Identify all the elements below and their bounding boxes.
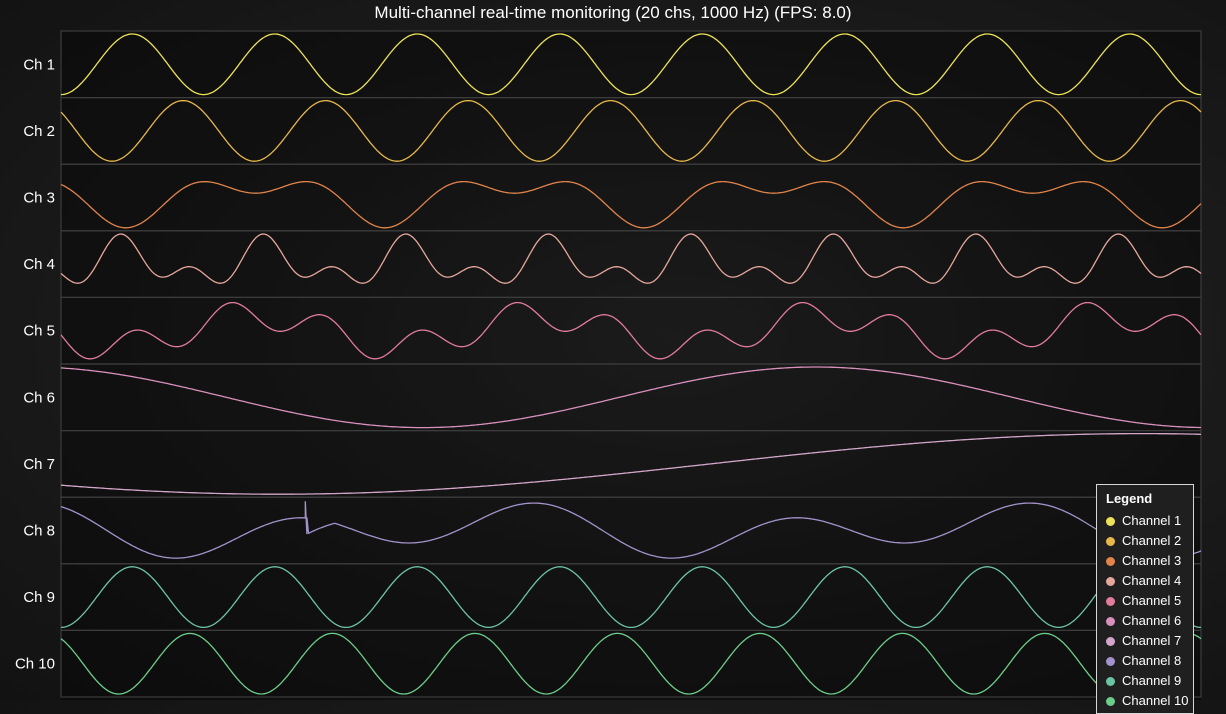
legend-label-3: Channel 3 bbox=[1122, 553, 1182, 568]
legend-label-2: Channel 2 bbox=[1122, 533, 1182, 548]
series-line-ch10 bbox=[60, 632, 1202, 695]
series-line-ch3 bbox=[60, 180, 1202, 229]
legend-item-channel-9: Channel 9 bbox=[1097, 671, 1193, 691]
series-line-ch8 bbox=[60, 501, 1202, 559]
legend-swatch-7 bbox=[1106, 636, 1115, 646]
legend-label-1: Channel 1 bbox=[1122, 513, 1182, 528]
legend-label-9: Channel 9 bbox=[1122, 673, 1182, 688]
legend-swatch-1 bbox=[1106, 516, 1115, 526]
legend-label-8: Channel 8 bbox=[1122, 653, 1182, 668]
channel-label-5: Ch 5 bbox=[23, 323, 55, 340]
series-line-ch6 bbox=[60, 366, 1201, 429]
series-line-ch9 bbox=[60, 566, 1202, 629]
legend-swatch-2 bbox=[1106, 536, 1115, 546]
legend-item-channel-3: Channel 3 bbox=[1097, 551, 1193, 571]
legend-item-channel-6: Channel 6 bbox=[1097, 611, 1193, 631]
legend-item-channel-8: Channel 8 bbox=[1097, 651, 1193, 671]
legend-label-6: Channel 6 bbox=[1122, 613, 1182, 628]
legend-swatch-9 bbox=[1106, 676, 1115, 686]
legend-swatch-5 bbox=[1106, 596, 1115, 606]
legend-title: Legend bbox=[1106, 491, 1153, 506]
channel-label-10: Ch 10 bbox=[15, 656, 55, 673]
chart-title: Multi-channel real-time monitoring (20 c… bbox=[374, 3, 852, 22]
legend-label-5: Channel 5 bbox=[1122, 593, 1182, 608]
legend-item-channel-4: Channel 4 bbox=[1097, 571, 1193, 591]
channel-label-7: Ch 7 bbox=[23, 456, 55, 473]
channel-label-8: Ch 8 bbox=[23, 523, 55, 540]
legend-label-10: Channel 10 bbox=[1122, 693, 1189, 708]
legend-item-channel-1: Channel 1 bbox=[1097, 511, 1193, 531]
legend-swatch-4 bbox=[1106, 576, 1115, 586]
legend-swatch-3 bbox=[1106, 556, 1115, 566]
lane-frame-10 bbox=[60, 629, 1202, 698]
channel-label-3: Ch 3 bbox=[23, 190, 55, 207]
channel-label-9: Ch 9 bbox=[23, 589, 55, 606]
legend-item-channel-5: Channel 5 bbox=[1097, 591, 1193, 611]
legend-item-channel-2: Channel 2 bbox=[1097, 531, 1193, 551]
legend-item-channel-10: Channel 10 bbox=[1097, 691, 1193, 711]
plot-background bbox=[61, 31, 1201, 700]
legend-swatch-8 bbox=[1106, 656, 1115, 666]
legend-label-4: Channel 4 bbox=[1122, 573, 1182, 588]
legend-item-channel-7: Channel 7 bbox=[1097, 631, 1193, 651]
series-line-ch5 bbox=[60, 301, 1202, 360]
series-line-ch1 bbox=[60, 33, 1202, 96]
channel-label-6: Ch 6 bbox=[23, 389, 55, 406]
legend-swatch-6 bbox=[1106, 616, 1115, 626]
legend-label-7: Channel 7 bbox=[1122, 633, 1182, 648]
series-line-ch4 bbox=[60, 233, 1202, 284]
legend: Legend Channel 1 Channel 2 Channel 3 Channe… bbox=[1096, 484, 1194, 714]
series-line-ch2 bbox=[60, 99, 1202, 162]
legend-swatch-10 bbox=[1106, 696, 1115, 706]
channel-label-1: Ch 1 bbox=[23, 56, 55, 73]
series-line-ch7 bbox=[60, 432, 1201, 495]
channel-label-2: Ch 2 bbox=[23, 123, 55, 140]
channel-label-4: Ch 4 bbox=[23, 256, 55, 273]
legend-items: Channel 1 Channel 2 Channel 3 Channel 4 Chan… bbox=[1097, 511, 1193, 711]
